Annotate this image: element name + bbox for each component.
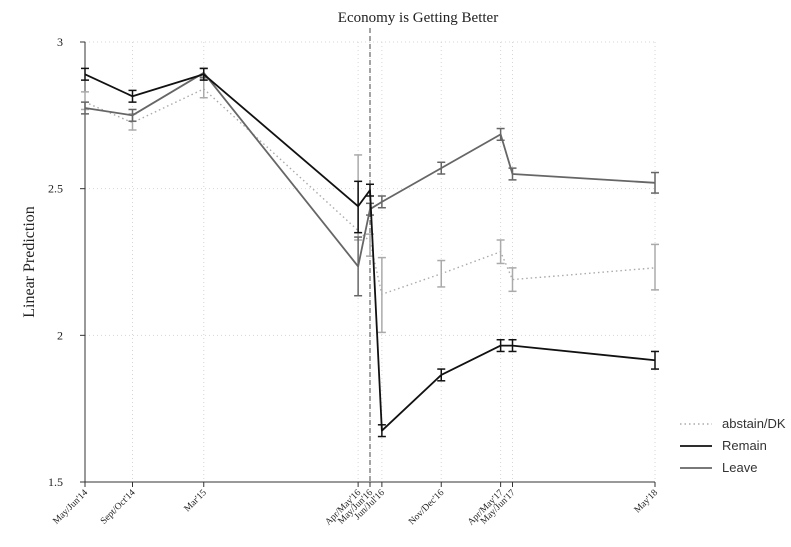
x-tick-label: Nov/Dec'16	[407, 488, 446, 527]
legend: abstain/DK Remain Leave	[680, 416, 786, 475]
series-remain	[81, 67, 659, 438]
series-line	[84, 73, 656, 432]
chart-title: Economy is Getting Better	[338, 10, 498, 26]
x-tick-label: May'18	[633, 488, 660, 515]
legend-label: Leave	[722, 460, 757, 475]
x-tick-label: Mar'15	[183, 488, 209, 514]
y-axis-label: Linear Prediction	[21, 206, 38, 318]
y-tick-label: 1.5	[48, 475, 63, 489]
x-tick-label: Sept/Oct'14	[99, 488, 138, 527]
y-tick-label: 3	[57, 35, 63, 49]
y-tick-label: 2.5	[48, 182, 63, 196]
legend-label: abstain/DK	[722, 416, 786, 431]
series-line	[84, 71, 656, 268]
x-tick-label: May/Jun'14	[52, 488, 91, 527]
legend-label: Remain	[722, 438, 767, 453]
y-tick-label: 2	[57, 328, 63, 342]
series-group	[81, 67, 659, 438]
